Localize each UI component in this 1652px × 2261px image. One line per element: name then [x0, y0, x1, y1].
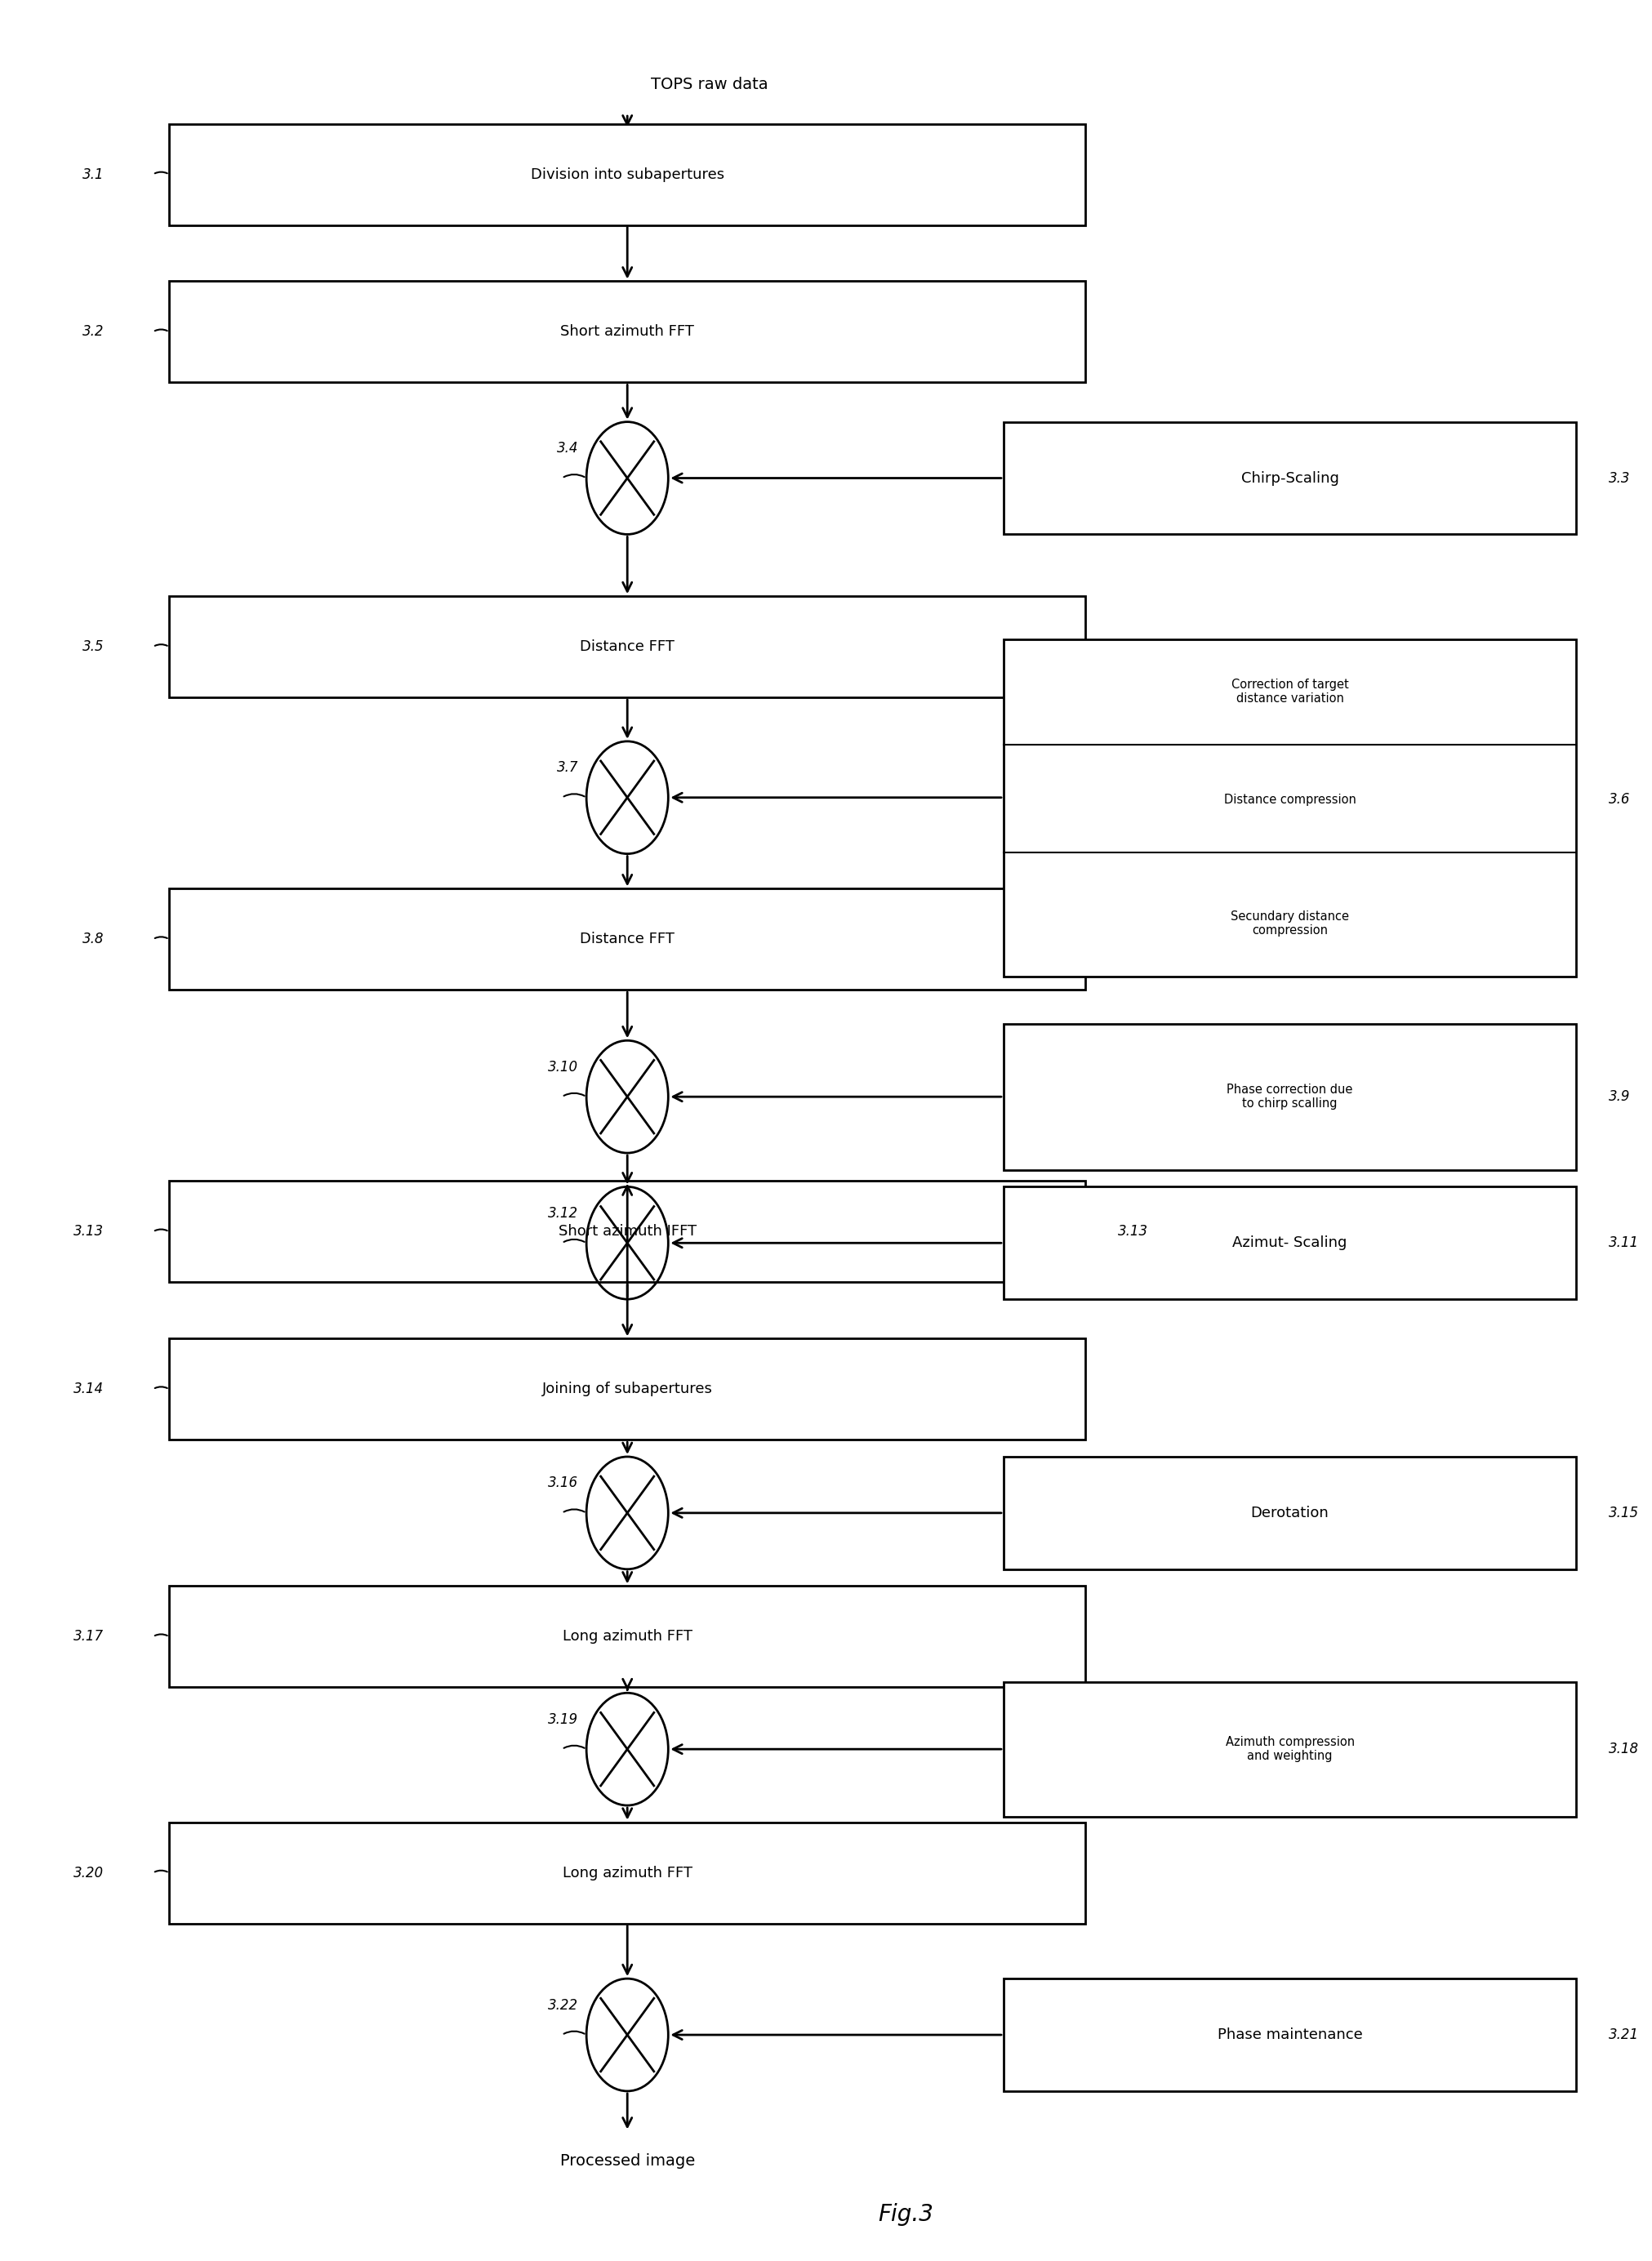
Text: 3.2: 3.2 [83, 326, 104, 339]
Text: 3.19: 3.19 [548, 1712, 578, 1727]
Text: Phase maintenance: Phase maintenance [1218, 2028, 1363, 2042]
Text: 3.6: 3.6 [1609, 791, 1631, 807]
Text: 3.21: 3.21 [1609, 2028, 1639, 2042]
Text: Long azimuth FFT: Long azimuth FFT [562, 1865, 692, 1881]
Text: Short azimuth IFFT: Short azimuth IFFT [558, 1225, 697, 1239]
Text: 3.15: 3.15 [1609, 1506, 1639, 1519]
Text: 3.5: 3.5 [83, 640, 104, 653]
FancyBboxPatch shape [1004, 1978, 1576, 2091]
Text: 3.4: 3.4 [557, 441, 578, 457]
Text: Correction of target
distance variation: Correction of target distance variation [1231, 678, 1348, 705]
Text: Long azimuth FFT: Long azimuth FFT [562, 1630, 692, 1644]
Text: 3.20: 3.20 [73, 1865, 104, 1881]
FancyBboxPatch shape [1004, 640, 1576, 977]
Text: 3.7: 3.7 [557, 760, 578, 776]
FancyBboxPatch shape [1004, 1187, 1576, 1300]
Text: 3.22: 3.22 [548, 1999, 578, 2012]
Text: Azimuth compression
and weighting: Azimuth compression and weighting [1226, 1736, 1355, 1761]
FancyBboxPatch shape [169, 1822, 1085, 1924]
Text: Joining of subapertures: Joining of subapertures [542, 1381, 712, 1397]
Text: Short azimuth FFT: Short azimuth FFT [560, 326, 694, 339]
Text: 3.13: 3.13 [73, 1225, 104, 1239]
Text: Distance compression: Distance compression [1224, 794, 1356, 805]
Text: 3.3: 3.3 [1609, 470, 1631, 486]
Text: Azimut- Scaling: Azimut- Scaling [1232, 1235, 1346, 1250]
Text: Secundary distance
compression: Secundary distance compression [1231, 911, 1350, 936]
Text: TOPS raw data: TOPS raw data [651, 77, 768, 93]
Text: Fig.3: Fig.3 [877, 2204, 933, 2227]
Text: 3.9: 3.9 [1609, 1090, 1631, 1103]
Text: 3.8: 3.8 [83, 932, 104, 947]
Text: Derotation: Derotation [1251, 1506, 1328, 1519]
Text: Distance FFT: Distance FFT [580, 640, 674, 653]
Text: 3.10: 3.10 [548, 1060, 578, 1074]
FancyBboxPatch shape [1004, 1024, 1576, 1169]
Text: Processed image: Processed image [560, 2152, 695, 2168]
FancyBboxPatch shape [169, 280, 1085, 382]
FancyBboxPatch shape [169, 1339, 1085, 1440]
FancyBboxPatch shape [1004, 1682, 1576, 1816]
Text: 3.14: 3.14 [73, 1381, 104, 1397]
Text: 3.11: 3.11 [1609, 1235, 1639, 1250]
Text: 3.16: 3.16 [548, 1476, 578, 1490]
FancyBboxPatch shape [169, 1180, 1085, 1282]
Text: Chirp-Scaling: Chirp-Scaling [1241, 470, 1338, 486]
FancyBboxPatch shape [169, 1585, 1085, 1687]
Text: 3.17: 3.17 [73, 1630, 104, 1644]
Text: Division into subapertures: Division into subapertures [530, 167, 724, 181]
FancyBboxPatch shape [1004, 1456, 1576, 1569]
Text: Distance FFT: Distance FFT [580, 932, 674, 947]
FancyBboxPatch shape [169, 597, 1085, 696]
FancyBboxPatch shape [1004, 423, 1576, 534]
Text: Phase correction due
to chirp scalling: Phase correction due to chirp scalling [1227, 1083, 1353, 1110]
Text: 3.18: 3.18 [1609, 1741, 1639, 1757]
Text: 3.13: 3.13 [1118, 1225, 1148, 1239]
FancyBboxPatch shape [169, 124, 1085, 226]
FancyBboxPatch shape [169, 889, 1085, 990]
Text: 3.1: 3.1 [83, 167, 104, 181]
Text: 3.12: 3.12 [548, 1205, 578, 1221]
